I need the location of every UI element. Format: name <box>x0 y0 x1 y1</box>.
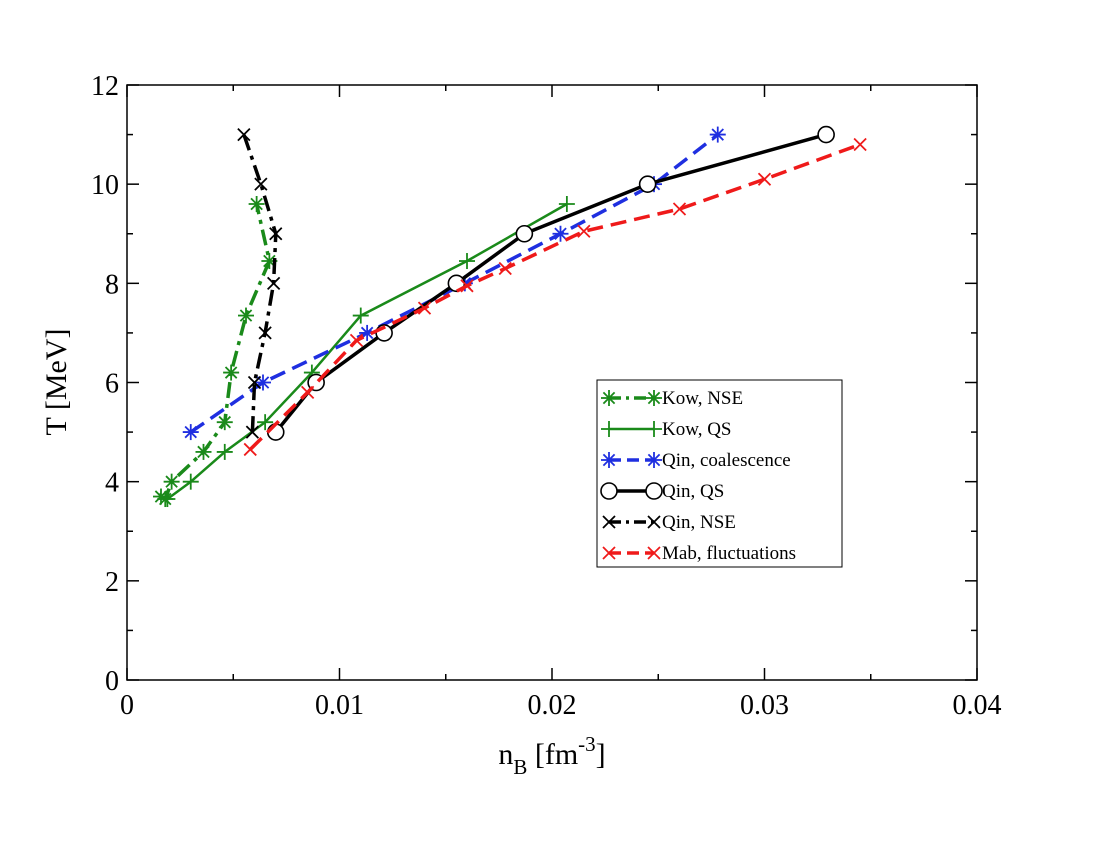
legend-label: Kow, QS <box>662 419 732 440</box>
legend-marker <box>601 390 617 406</box>
data-point <box>709 126 726 143</box>
x-axis-title-main: n <box>498 738 513 771</box>
legend-marker <box>601 421 617 437</box>
legend-marker <box>645 482 663 500</box>
data-point <box>247 375 262 390</box>
data-point <box>269 227 283 241</box>
legend-label: Qin, coalescence <box>662 450 791 471</box>
legend-label: Mab, fluctuations <box>662 543 796 564</box>
legend-box <box>596 379 843 568</box>
x-axis-title-sup: -3 <box>578 732 596 756</box>
legend-marker <box>602 515 616 529</box>
series-line <box>160 203 272 501</box>
data-point <box>216 414 233 431</box>
series-qin-nse <box>237 127 283 439</box>
x-axis-title-unit: [fm <box>527 738 578 771</box>
axis-ticks <box>126 84 978 681</box>
data-point <box>515 224 534 243</box>
x-axis-title: nB [fm-3] <box>498 732 605 779</box>
legend-entry: Qin, coalescence <box>601 450 791 471</box>
data-point <box>182 473 199 490</box>
legend-marker <box>646 390 662 406</box>
legend-marker <box>602 546 616 560</box>
y-tick-label: 12 <box>91 71 119 102</box>
x-tick-label: 0.02 <box>528 690 577 721</box>
y-tick-label: 8 <box>105 269 119 300</box>
data-point <box>417 301 432 315</box>
series-kow-qs <box>159 196 575 508</box>
legend-label: Qin, NSE <box>662 512 736 533</box>
legend-label: Kow, NSE <box>662 388 743 409</box>
series-layer <box>153 125 867 508</box>
data-point <box>817 125 835 144</box>
legend-entry: Kow, NSE <box>601 388 743 409</box>
x-axis-title-sub: B <box>513 755 527 779</box>
x-axis-title-close: ] <box>596 738 606 771</box>
data-point <box>558 196 575 212</box>
x-tick-label: 0.01 <box>315 690 364 721</box>
data-point <box>552 225 569 242</box>
series-mab-fluctuations <box>243 137 867 457</box>
data-point <box>237 127 251 142</box>
x-tick-label: 0.03 <box>740 690 789 721</box>
data-point <box>238 307 254 324</box>
data-point <box>257 414 274 431</box>
data-point <box>195 443 212 460</box>
data-point <box>243 442 257 457</box>
data-point <box>349 333 364 347</box>
data-point <box>159 491 176 508</box>
legend-label: Qin, QS <box>662 481 724 502</box>
data-point <box>577 224 591 238</box>
data-point <box>223 364 240 381</box>
data-point <box>216 443 233 460</box>
data-point <box>266 276 281 290</box>
legend-entry: Qin, NSE <box>602 512 736 533</box>
y-tick-label: 4 <box>105 468 119 499</box>
series-line <box>249 142 861 451</box>
y-tick-label: 2 <box>105 567 119 598</box>
legend-marker <box>646 421 662 437</box>
y-tick-label: 10 <box>91 170 119 201</box>
data-point <box>300 385 315 400</box>
x-tick-label: 0 <box>120 690 134 721</box>
data-point <box>853 137 867 152</box>
data-point <box>460 279 474 293</box>
data-point <box>163 473 180 490</box>
legend-marker <box>601 452 617 468</box>
data-point <box>248 196 265 212</box>
y-axis-title: T [MeV] <box>40 329 73 436</box>
legend: Kow, NSE Kow, QS Qin, coalescence Qin, QS Qi… <box>596 379 843 568</box>
axis-tick-labels: 0 0.01 0.02 0.03 0.04 0 2 4 6 8 10 12 <box>91 71 1002 721</box>
data-point <box>254 177 268 191</box>
data-point <box>672 202 687 216</box>
legend-entry: Qin, QS <box>600 481 724 502</box>
legend-marker <box>600 482 618 500</box>
legend-marker <box>647 546 661 560</box>
data-point <box>258 326 272 340</box>
data-point <box>638 175 657 193</box>
x-tick-label: 0.04 <box>953 690 1002 721</box>
data-point <box>352 307 369 324</box>
data-point <box>498 261 512 276</box>
legend-marker <box>646 452 662 468</box>
legend-marker <box>647 515 661 529</box>
y-tick-label: 6 <box>105 369 119 400</box>
legend-entry: Mab, fluctuations <box>602 543 796 564</box>
data-point <box>757 172 772 186</box>
series-line <box>166 202 568 501</box>
y-tick-label: 0 <box>105 666 119 697</box>
data-point <box>182 424 199 441</box>
data-point <box>245 425 260 439</box>
legend-entry: Kow, QS <box>601 419 732 440</box>
data-point <box>459 253 475 270</box>
